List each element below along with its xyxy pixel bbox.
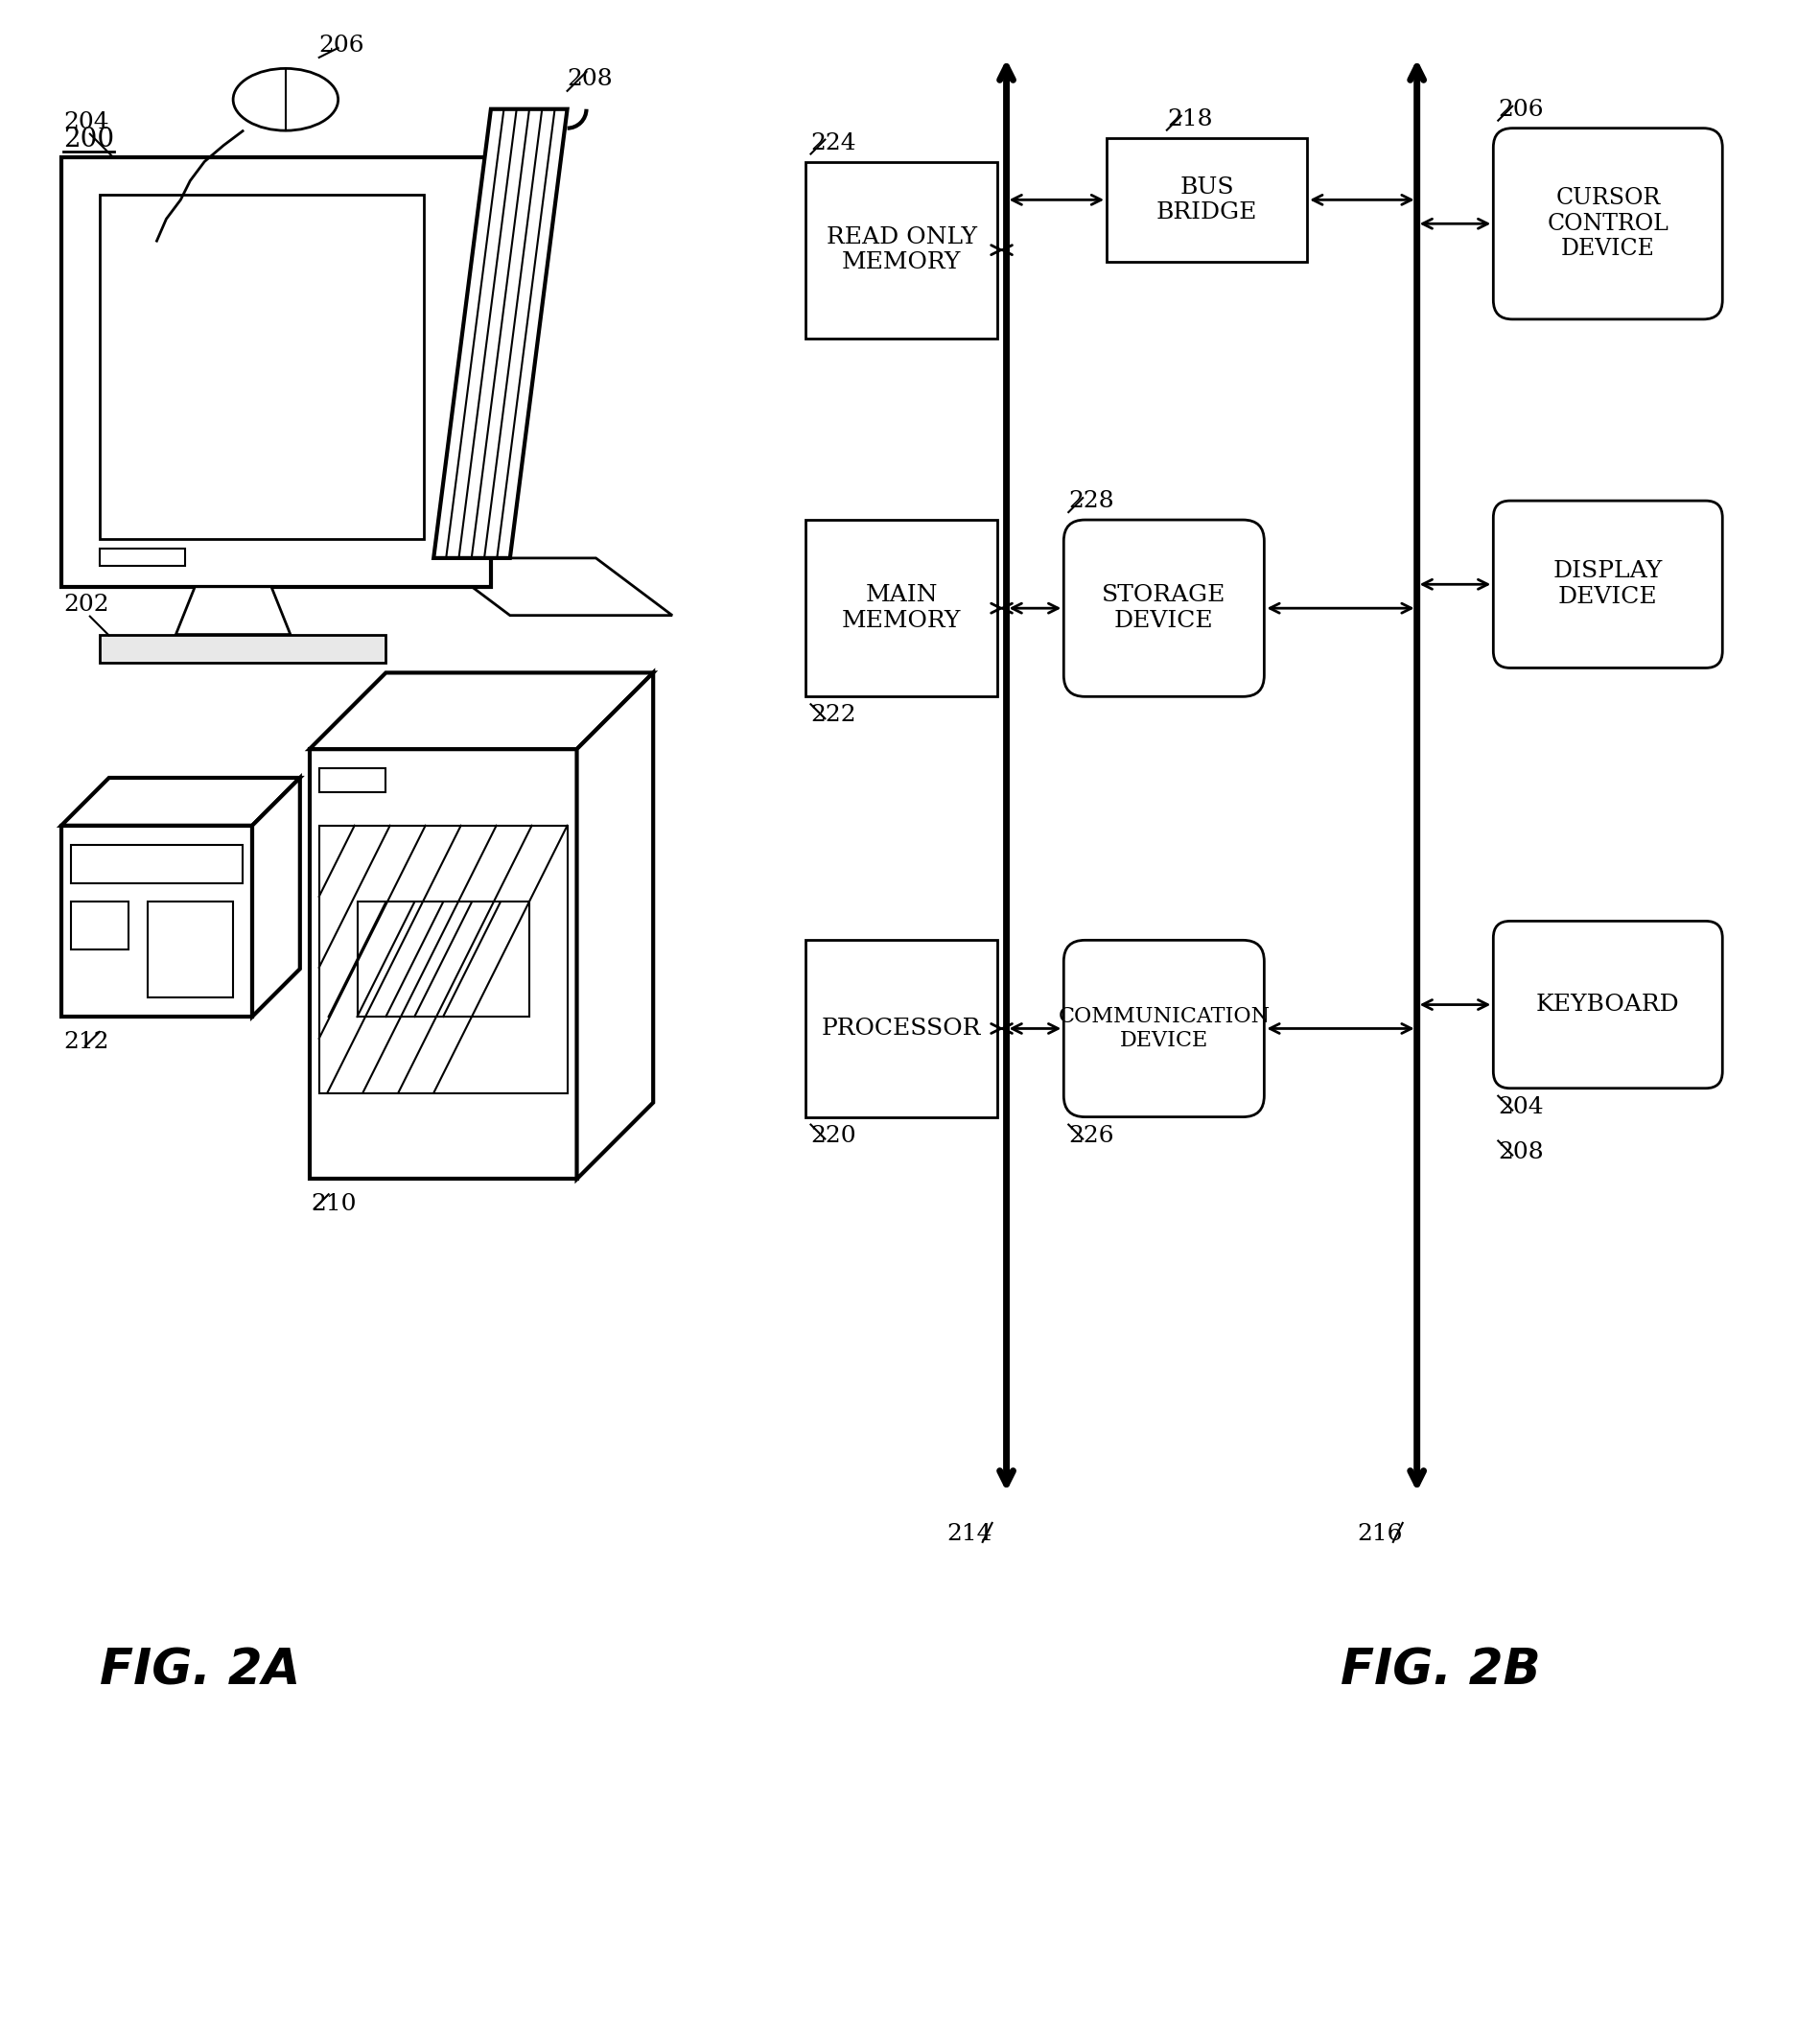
Text: 200: 200: [64, 126, 115, 153]
Text: 214: 214: [946, 1522, 992, 1545]
FancyBboxPatch shape: [1494, 128, 1722, 320]
Text: 228: 228: [1068, 491, 1114, 512]
Polygon shape: [253, 779, 300, 1017]
Text: FIG. 2A: FIG. 2A: [100, 1647, 300, 1696]
FancyBboxPatch shape: [1494, 921, 1722, 1088]
Bar: [309, 750, 577, 1180]
Bar: [100, 548, 186, 567]
Polygon shape: [433, 558, 672, 615]
Polygon shape: [62, 779, 300, 825]
Text: 206: 206: [318, 35, 364, 57]
Bar: [62, 157, 491, 587]
Text: 208: 208: [1498, 1141, 1543, 1164]
Text: 206: 206: [1498, 98, 1543, 120]
Bar: [62, 825, 253, 1017]
Text: 218: 218: [1167, 108, 1212, 130]
Ellipse shape: [233, 69, 339, 130]
Text: 226: 226: [1068, 1125, 1114, 1147]
Text: 216: 216: [1358, 1522, 1403, 1545]
Text: BUS
BRIDGE: BUS BRIDGE: [1156, 175, 1258, 224]
Text: 212: 212: [64, 1031, 109, 1054]
Text: MAIN
MEMORY: MAIN MEMORY: [843, 585, 961, 632]
Bar: [71, 903, 127, 950]
Text: DISPLAY
DEVICE: DISPLAY DEVICE: [1552, 560, 1663, 607]
Bar: [1107, 139, 1307, 263]
Text: 204: 204: [64, 110, 109, 132]
Bar: [71, 844, 242, 882]
Text: FIG. 2B: FIG. 2B: [1341, 1647, 1540, 1696]
Text: KEYBOARD: KEYBOARD: [1536, 995, 1680, 1015]
FancyBboxPatch shape: [1063, 520, 1265, 697]
Polygon shape: [177, 587, 291, 634]
Polygon shape: [577, 673, 653, 1180]
Bar: [806, 940, 997, 1117]
Bar: [147, 903, 233, 997]
Text: PROCESSOR: PROCESSOR: [821, 1017, 981, 1039]
Text: 202: 202: [64, 593, 109, 615]
Bar: [806, 161, 997, 338]
Text: 204: 204: [1498, 1096, 1543, 1119]
Text: 222: 222: [810, 705, 857, 726]
Text: READ ONLY
MEMORY: READ ONLY MEMORY: [826, 226, 977, 273]
Text: 224: 224: [810, 132, 857, 155]
Bar: [357, 903, 530, 1017]
Text: CURSOR
CONTROL
DEVICE: CURSOR CONTROL DEVICE: [1547, 187, 1669, 261]
Text: 220: 220: [810, 1125, 857, 1147]
Text: STORAGE
DEVICE: STORAGE DEVICE: [1101, 585, 1227, 632]
FancyBboxPatch shape: [1063, 940, 1265, 1117]
Bar: [100, 634, 386, 662]
Bar: [318, 768, 386, 793]
Bar: [806, 520, 997, 697]
Polygon shape: [309, 673, 653, 750]
FancyBboxPatch shape: [1494, 501, 1722, 668]
Polygon shape: [433, 110, 568, 558]
Bar: [100, 196, 424, 538]
Text: COMMUNICATION
DEVICE: COMMUNICATION DEVICE: [1057, 1007, 1270, 1052]
Text: 210: 210: [311, 1194, 357, 1215]
Bar: [318, 825, 568, 1092]
Text: 208: 208: [568, 67, 613, 90]
